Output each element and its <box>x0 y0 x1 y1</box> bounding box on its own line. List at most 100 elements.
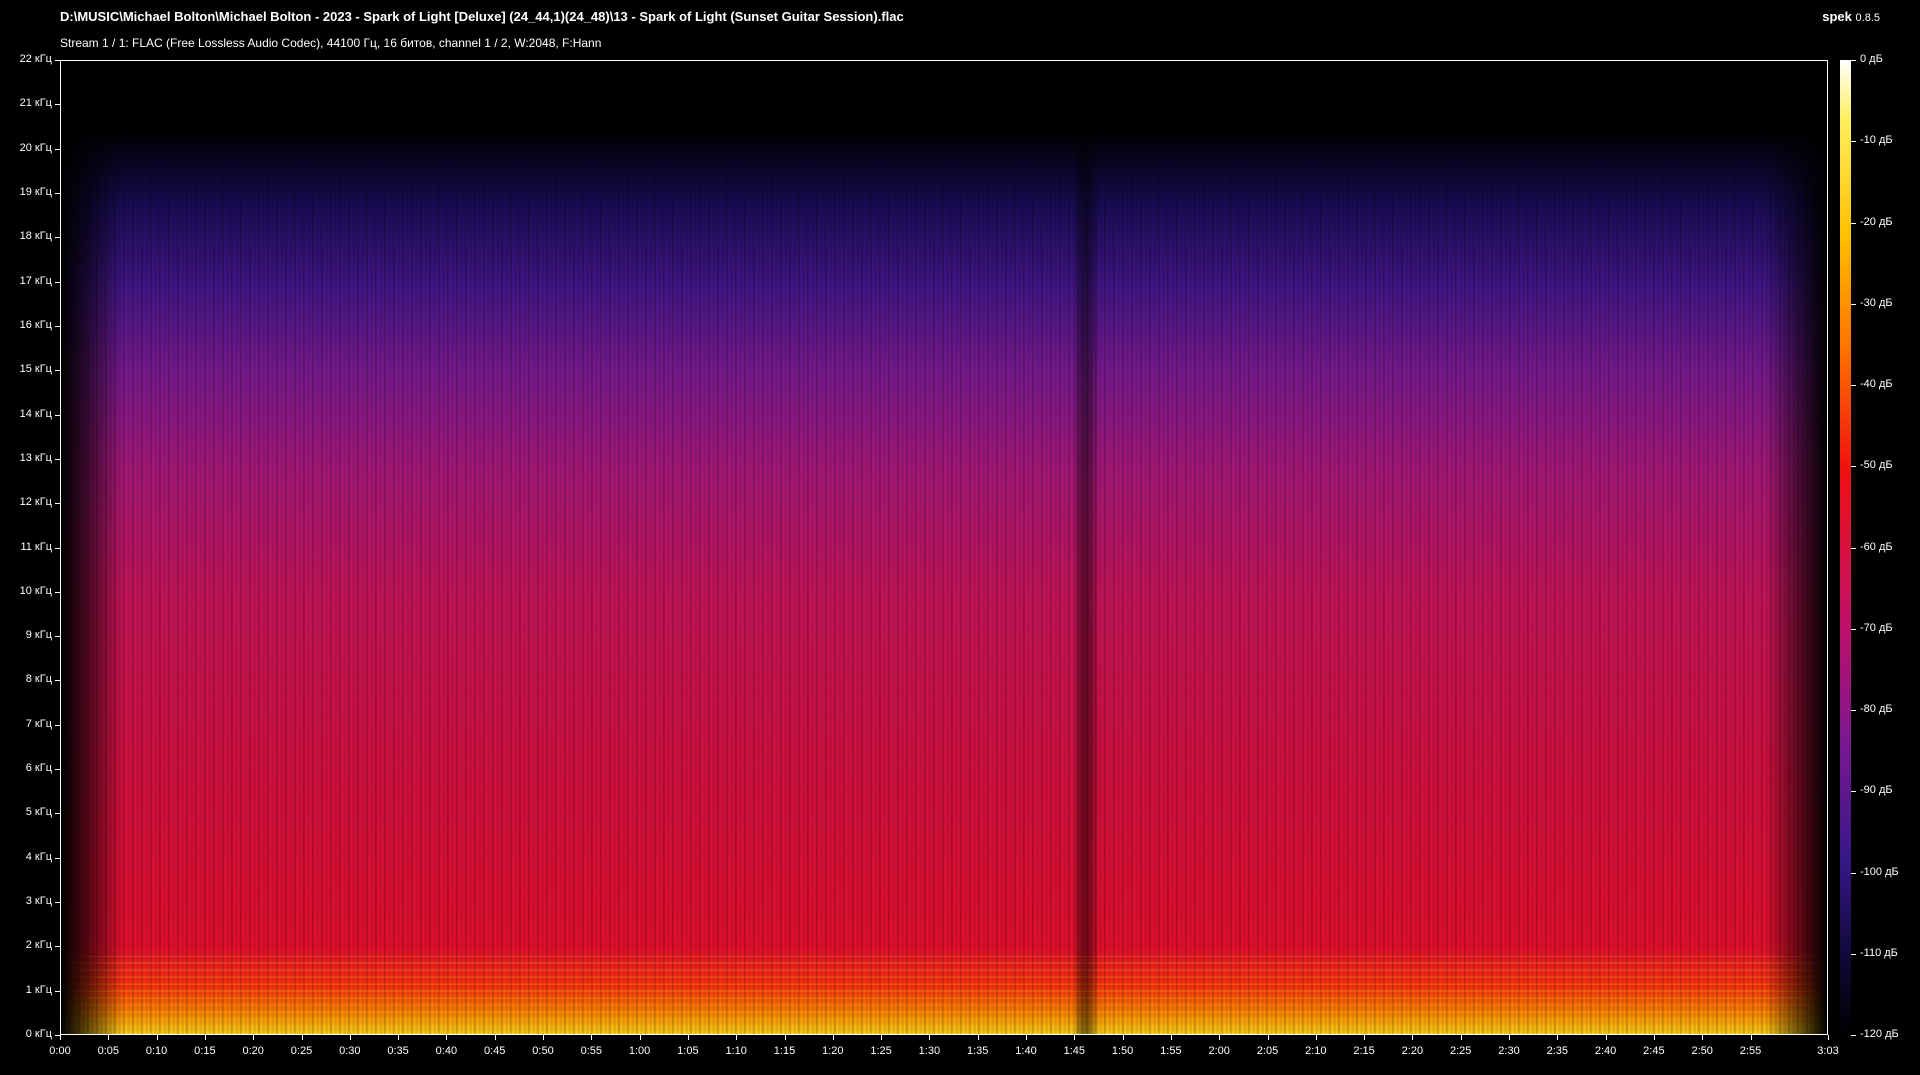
x-tick-label: 1:30 <box>918 1045 941 1057</box>
x-tick-label: 0:35 <box>387 1045 409 1057</box>
x-tick-label: 2:10 <box>1305 1045 1327 1057</box>
db-label: -100 дБ <box>1860 865 1899 878</box>
app-title: spek <box>1822 9 1852 24</box>
x-tick-label: 1:10 <box>725 1045 747 1057</box>
x-tick <box>1170 1035 1172 1040</box>
y-tick-label: 14 кГц <box>19 407 52 420</box>
y-tick <box>55 148 60 150</box>
db-tick <box>1851 466 1856 468</box>
y-tick-label: 11 кГц <box>20 540 52 553</box>
x-tick-label: 0:40 <box>435 1045 458 1057</box>
db-tick <box>1851 547 1856 549</box>
x-tick <box>832 1035 834 1040</box>
x-tick-label: 0:45 <box>483 1045 506 1057</box>
db-tick <box>1851 628 1856 630</box>
x-tick-label: 2:35 <box>1546 1045 1569 1057</box>
x-tick <box>494 1035 496 1040</box>
x-tick-label: 1:05 <box>677 1045 699 1057</box>
x-tick <box>349 1035 351 1040</box>
db-label: -110 дБ <box>1860 946 1898 959</box>
y-tick <box>55 281 60 283</box>
x-tick <box>1460 1035 1462 1040</box>
x-tick-label: 1:00 <box>628 1045 651 1057</box>
y-tick <box>55 902 60 904</box>
x-tick-label: 1:40 <box>1015 1045 1037 1057</box>
x-tick-label: 0:30 <box>339 1045 361 1057</box>
db-tick <box>1851 953 1856 955</box>
x-tick <box>977 1035 979 1040</box>
x-tick <box>156 1035 158 1040</box>
db-tick <box>1851 710 1856 711</box>
y-tick <box>55 636 60 638</box>
db-label: -30 дБ <box>1860 296 1893 309</box>
y-tick <box>55 414 60 416</box>
x-tick <box>204 1035 206 1040</box>
x-tick <box>1026 1035 1027 1040</box>
db-label: -10 дБ <box>1860 134 1893 147</box>
x-tick-label: 0:25 <box>290 1045 313 1057</box>
file-path: D:\MUSIC\Michael Bolton\Michael Bolton -… <box>60 9 904 24</box>
x-tick-label: 0:20 <box>242 1045 264 1057</box>
x-tick-label: 1:35 <box>966 1045 989 1057</box>
y-tick-label: 20 кГц <box>19 141 52 154</box>
db-tick <box>1851 385 1856 386</box>
y-tick <box>55 857 60 859</box>
x-tick-label: 2:00 <box>1208 1045 1230 1057</box>
x-tick-label: 2:25 <box>1449 1045 1472 1057</box>
y-tick-label: 17 кГц <box>19 274 52 287</box>
db-label: 0 дБ <box>1860 53 1883 65</box>
y-tick-label: 6 кГц <box>25 762 52 775</box>
y-tick-label: 16 кГц <box>19 318 52 331</box>
y-tick <box>55 591 60 593</box>
y-tick <box>55 990 60 992</box>
x-tick <box>784 1035 786 1040</box>
y-tick-label: 2 кГц <box>25 939 52 952</box>
x-tick-label: 2:20 <box>1401 1045 1424 1057</box>
x-tick-label: 1:20 <box>822 1045 844 1057</box>
x-tick <box>301 1035 303 1040</box>
x-tick <box>543 1035 544 1040</box>
x-tick <box>1267 1035 1269 1040</box>
y-tick-label: 5 кГц <box>25 806 52 819</box>
y-tick <box>55 60 60 61</box>
x-tick-label: 1:15 <box>773 1045 796 1057</box>
db-tick <box>1851 303 1856 305</box>
x-tick-label: 0:55 <box>580 1045 603 1057</box>
db-tick <box>1851 222 1856 224</box>
x-tick <box>591 1035 593 1040</box>
y-tick <box>55 813 60 815</box>
x-tick-label: 2:40 <box>1594 1045 1617 1057</box>
y-tick-label: 3 кГц <box>25 895 52 908</box>
x-tick-label: 2:50 <box>1691 1045 1713 1057</box>
x-tick <box>1750 1035 1752 1040</box>
y-tick <box>55 680 60 682</box>
y-tick <box>55 547 60 549</box>
y-tick-label: 19 кГц <box>19 185 52 198</box>
x-tick <box>881 1035 883 1040</box>
x-tick <box>1122 1035 1124 1040</box>
y-tick-label: 13 кГц <box>19 451 52 464</box>
y-tick <box>55 724 60 726</box>
x-tick-label: 1:55 <box>1160 1045 1182 1057</box>
x-tick <box>1074 1035 1076 1040</box>
x-tick-label: 2:15 <box>1353 1045 1375 1057</box>
x-tick <box>929 1035 931 1040</box>
x-tick <box>60 1035 61 1040</box>
db-label: -120 дБ <box>1860 1028 1899 1040</box>
x-tick <box>1219 1035 1221 1040</box>
y-tick <box>55 325 60 327</box>
db-tick <box>1851 60 1856 61</box>
x-tick <box>253 1035 255 1040</box>
y-tick-label: 1 кГц <box>25 983 52 996</box>
db-tick <box>1851 791 1856 793</box>
x-tick-label: 1:50 <box>1111 1045 1134 1057</box>
x-tick-label: 3:03 <box>1817 1045 1839 1057</box>
y-tick-label: 0 кГц <box>25 1028 52 1040</box>
y-tick-label: 7 кГц <box>25 717 52 730</box>
x-tick <box>1828 1035 1829 1040</box>
color-bar <box>1840 60 1851 1035</box>
y-tick-label: 12 кГц <box>19 496 52 509</box>
y-tick <box>55 370 60 372</box>
y-tick <box>55 1035 60 1036</box>
